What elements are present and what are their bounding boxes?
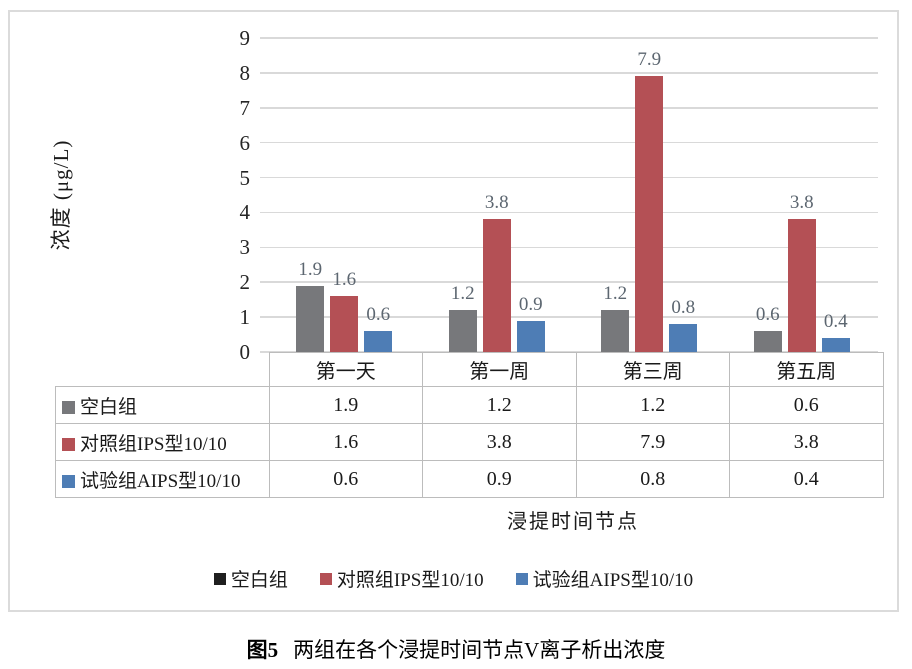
bar-data-label: 3.8 xyxy=(484,192,509,214)
bar xyxy=(516,320,545,352)
data-table: 第一天 第一周 第三周 第五周 空白组 1.9 1.2 1.2 0.6 对照组IPS型10/10 1… xyxy=(55,352,884,498)
y-axis-tick-label: 5 xyxy=(239,165,251,190)
bar xyxy=(364,331,393,352)
bar xyxy=(635,76,664,352)
bar-data-label: 3.8 xyxy=(789,192,814,214)
table-value-cell: 3.8 xyxy=(422,423,577,461)
table-series-label: 对照组IPS型10/10 xyxy=(55,423,270,461)
y-axis-tick-label: 7 xyxy=(239,95,251,120)
bar-data-label: 0.8 xyxy=(671,297,696,319)
gridline xyxy=(260,72,878,74)
gridline xyxy=(260,107,878,109)
table-value-cell: 7.9 xyxy=(575,423,730,461)
table-header-row: 第一天 第一周 第三周 第五周 xyxy=(56,352,884,387)
legend-item: 对照组IPS型10/10 xyxy=(319,565,484,592)
y-axis-tick-label: 4 xyxy=(239,200,251,225)
plot-area: 1.9 1.2 1.2 0.6 1.6 3.8 7.9 3.8 0.6 0.9 0.8 0.4 xyxy=(260,37,878,353)
y-axis-tick-label: 0 xyxy=(239,340,251,364)
table-value-cell: 0.4 xyxy=(729,460,884,498)
bar xyxy=(669,324,698,352)
legend-item: 空白组 xyxy=(213,565,288,592)
bar-data-label: 1.6 xyxy=(332,269,357,291)
bar xyxy=(330,296,359,352)
bar-data-label: 0.6 xyxy=(755,304,780,326)
table-value-cell: 0.6 xyxy=(268,460,423,498)
bar xyxy=(821,338,850,352)
table-value-cell: 1.9 xyxy=(268,386,423,424)
x-axis-title: 浸提时间节点 xyxy=(507,511,639,533)
table-value-cell: 0.6 xyxy=(729,386,884,424)
table-value-cell: 3.8 xyxy=(729,423,884,461)
y-axis-tick-label: 3 xyxy=(239,235,251,260)
bar xyxy=(753,331,782,352)
table-value-cell: 0.8 xyxy=(575,460,730,498)
y-axis-tick-label: 9 xyxy=(239,26,251,50)
gridline xyxy=(260,316,878,318)
y-axis-tick-label: 6 xyxy=(239,130,251,155)
series-marker-icon xyxy=(62,437,75,451)
bar-data-label: 0.4 xyxy=(823,311,848,333)
legend: 空白组 对照组IPS型10/10 试验组AIPS型10/10 xyxy=(8,565,899,592)
table-category-header: 第五周 xyxy=(729,352,884,387)
gridline xyxy=(260,211,878,214)
y-axis-tick-label: 8 xyxy=(239,60,251,85)
gridline xyxy=(260,176,878,179)
bar-data-label: 0.9 xyxy=(518,293,543,315)
table-value-cell: 1.2 xyxy=(575,386,730,424)
bar xyxy=(482,219,511,352)
y-axis-title: 浓度 (μg/L) xyxy=(49,139,73,251)
bar xyxy=(787,219,816,352)
legend-swatch-icon xyxy=(319,572,332,585)
gridline xyxy=(260,37,878,39)
bar xyxy=(448,310,477,352)
bar-data-label: 1.2 xyxy=(603,283,628,305)
bar xyxy=(296,285,325,352)
legend-label: 试验组AIPS型10/10 xyxy=(532,570,694,591)
table-row: 对照组IPS型10/10 1.6 3.8 7.9 3.8 xyxy=(55,423,884,461)
bar-data-label: 1.9 xyxy=(298,258,323,280)
table-series-label: 试验组AIPS型10/10 xyxy=(55,460,270,498)
legend-label: 对照组IPS型10/10 xyxy=(336,570,484,591)
series-marker-icon xyxy=(62,474,75,488)
table-row: 空白组 1.9 1.2 1.2 0.6 xyxy=(55,386,884,424)
legend-swatch-icon xyxy=(213,572,226,585)
figure-caption: 图5 两组在各个浸提时间节点V离子析出浓度 xyxy=(0,634,912,664)
legend-swatch-icon xyxy=(515,572,528,585)
legend-label: 空白组 xyxy=(230,570,288,591)
bar-data-label: 7.9 xyxy=(637,49,662,71)
gridline xyxy=(260,141,878,144)
table-value-cell: 1.2 xyxy=(422,386,577,424)
gridline xyxy=(260,281,878,283)
y-axis-tick-label: 2 xyxy=(239,270,251,295)
series-marker-icon xyxy=(62,400,75,414)
bar xyxy=(601,310,630,352)
y-axis-tick-label: 1 xyxy=(239,305,251,330)
bar-data-label: 1.2 xyxy=(450,283,475,305)
table-series-label: 空白组 xyxy=(55,386,270,424)
legend-item: 试验组AIPS型10/10 xyxy=(515,565,694,592)
table-row: 试验组AIPS型10/10 0.6 0.9 0.8 0.4 xyxy=(55,460,884,498)
table-value-cell: 1.6 xyxy=(268,423,423,461)
data-table-body: 第一天 第一周 第三周 第五周 空白组 1.9 1.2 1.2 0.6 对照组IPS型10/10 1… xyxy=(55,352,884,498)
table-category-header: 第三周 xyxy=(575,352,730,387)
bar-data-label: 0.6 xyxy=(366,304,391,326)
caption-number: 图5 xyxy=(246,638,279,662)
caption-text: 两组在各个浸提时间节点V离子析出浓度 xyxy=(293,638,666,662)
table-value-cell: 0.9 xyxy=(422,460,577,498)
gridline xyxy=(260,246,878,249)
table-category-header: 第一周 xyxy=(422,352,577,387)
table-category-header: 第一天 xyxy=(268,352,423,387)
